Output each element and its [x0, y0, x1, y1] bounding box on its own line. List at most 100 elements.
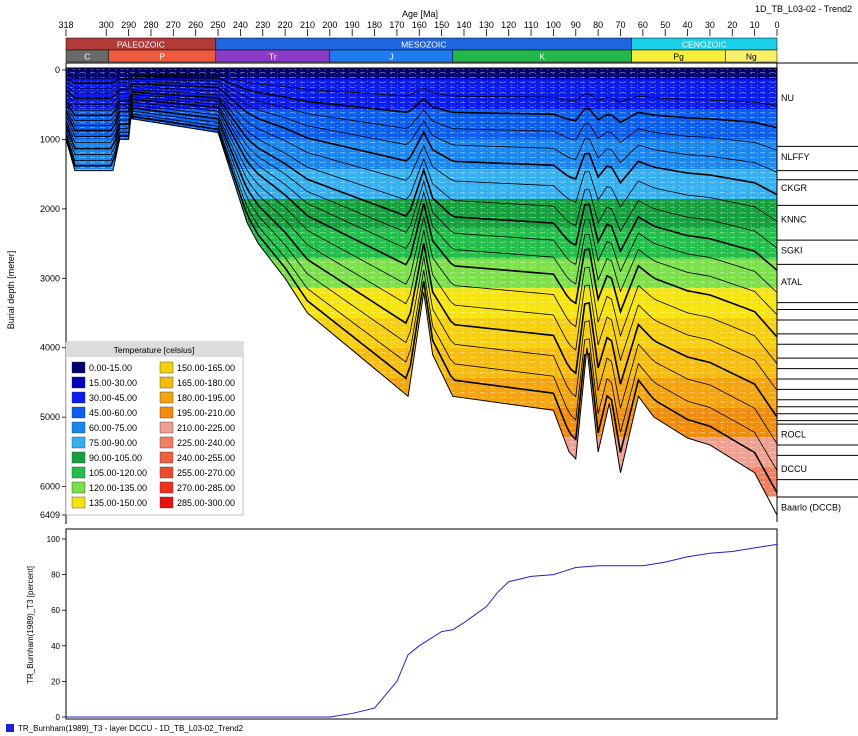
legend-label: 60.00-75.00	[89, 423, 137, 433]
layer-name: NU	[781, 93, 794, 103]
layer-name: DCCU	[781, 464, 807, 474]
legend-label: 0.00-15.00	[89, 363, 132, 373]
x-tick-label: 280	[143, 20, 158, 30]
layer-boundary	[66, 94, 777, 293]
period-ng	[725, 49, 778, 63]
legend-label: 165.00-180.00	[177, 378, 235, 388]
period-label: J	[389, 52, 393, 62]
legend-label: 270.00-285.00	[177, 483, 235, 493]
period-label: Pg	[673, 52, 684, 62]
period-label: K	[539, 52, 545, 62]
x-axis-title: Age [Ma]	[402, 9, 438, 19]
x-tick-label: 60	[638, 20, 648, 30]
window-title: 1D_TB_L03-02 - Trend2	[755, 4, 852, 14]
y-tick-label: 6000	[40, 482, 60, 492]
tr-plot-frame	[65, 528, 778, 720]
x-tick-label: 120	[501, 20, 516, 30]
x-tick-label: 300	[99, 20, 114, 30]
x-tick-label: 260	[188, 20, 203, 30]
x-tick-label: 220	[278, 20, 293, 30]
period-label: P	[159, 52, 165, 62]
x-tick-label: 10	[750, 20, 760, 30]
era-bar: PALEOZOIC MESOZOIC CENOZOIC	[65, 37, 778, 51]
legend-label: 285.00-300.00	[177, 498, 235, 508]
y-tick-label: 1000	[40, 134, 60, 144]
legend-swatch	[159, 436, 174, 449]
legend-swatch	[159, 421, 174, 434]
layer-boundary	[66, 104, 777, 391]
tr-line	[66, 543, 778, 718]
legend-swatch	[71, 361, 86, 374]
layer-boundary	[66, 101, 777, 364]
y-axis-ticks: 0 1000 2000 3000 4000 5000 6000 6409	[40, 65, 66, 520]
layer-boundary	[66, 86, 777, 222]
x-tick-label: 50	[660, 20, 670, 30]
layer-boundary	[66, 78, 777, 151]
layer-name: ATAL	[781, 277, 802, 287]
temperature-legend: Temperature [celsius] 0.00-15.00 15.00-30…	[65, 341, 244, 516]
layer-boundary	[66, 113, 777, 471]
x-tick-label: 0	[774, 20, 779, 30]
layer-name: SGKI	[781, 246, 803, 256]
layer-boundary	[66, 82, 777, 196]
legend-label: 210.00-225.00	[177, 423, 235, 433]
legend-swatch	[71, 376, 86, 389]
layer-name: Baarlo (DCCB)	[781, 502, 841, 512]
legend-swatch	[71, 391, 86, 404]
legend-label: 120.00-135.00	[89, 483, 147, 493]
legend-swatch	[159, 466, 174, 479]
y-tick-label: 2000	[40, 204, 60, 214]
layer-boundary	[66, 115, 777, 494]
x-tick-label: 318	[58, 20, 73, 30]
x-tick-label: 70	[615, 20, 625, 30]
layer-boundary	[66, 110, 777, 445]
x-tick-label: 190	[345, 20, 360, 30]
legend-swatch	[159, 451, 174, 464]
x-axis-ticks: 318 300 290 280 270 260 250 240 230 220 210 200 190 1…	[58, 20, 780, 36]
legend-swatch	[159, 406, 174, 419]
era-label: MESOZOIC	[401, 40, 446, 50]
legend-swatch	[159, 481, 174, 494]
tr-y-tick-label: 100	[47, 535, 61, 544]
legend-label: 180.00-195.00	[177, 393, 235, 403]
legend-label: 150.00-165.00	[177, 363, 235, 373]
x-tick-label: 20	[727, 20, 737, 30]
tr-y-tick-label: 60	[51, 606, 60, 615]
legend-label: 255.00-270.00	[177, 468, 235, 478]
tr-y-tick-label: 40	[51, 642, 60, 651]
x-tick-label: 200	[322, 20, 337, 30]
legend-title-bar	[67, 343, 242, 357]
period-label: Tr	[269, 52, 277, 62]
tr-line-series	[66, 543, 778, 718]
legend-title: Temperature [celsius]	[114, 345, 195, 355]
y-tick-label: 0	[55, 65, 60, 75]
x-tick-label: 110	[524, 20, 538, 30]
legend-swatch	[71, 421, 86, 434]
legend-label: 105.00-120.00	[89, 468, 147, 478]
legend-label: 90.00-105.00	[89, 453, 142, 463]
legend-swatch	[71, 481, 86, 494]
legend-swatch	[159, 361, 174, 374]
layer-boundary	[66, 80, 777, 173]
legend-swatch	[71, 466, 86, 479]
y-tick-label: 6409	[40, 510, 60, 520]
layer-boundary	[66, 73, 777, 106]
legend-swatch	[71, 436, 86, 449]
legend-label: 30.00-45.00	[89, 393, 137, 403]
tr-y-tick-label: 0	[56, 713, 61, 722]
x-tick-label: 210	[300, 20, 315, 30]
x-tick-label: 40	[683, 20, 693, 30]
x-tick-label: 270	[166, 20, 181, 30]
tr-y-tick-label: 80	[51, 571, 60, 580]
layer-boundary	[66, 96, 777, 316]
x-tick-label: 80	[593, 20, 603, 30]
legend-label: 195.00-210.00	[177, 408, 235, 418]
legend-swatch	[159, 496, 174, 509]
layer-boundary	[66, 75, 777, 129]
legend-label: 240.00-255.00	[177, 453, 235, 463]
x-tick-label: 160	[412, 20, 427, 30]
x-tick-label: 180	[367, 20, 382, 30]
y-axis-title: Burial depth [meter]	[6, 251, 16, 330]
legend-swatch	[71, 451, 86, 464]
